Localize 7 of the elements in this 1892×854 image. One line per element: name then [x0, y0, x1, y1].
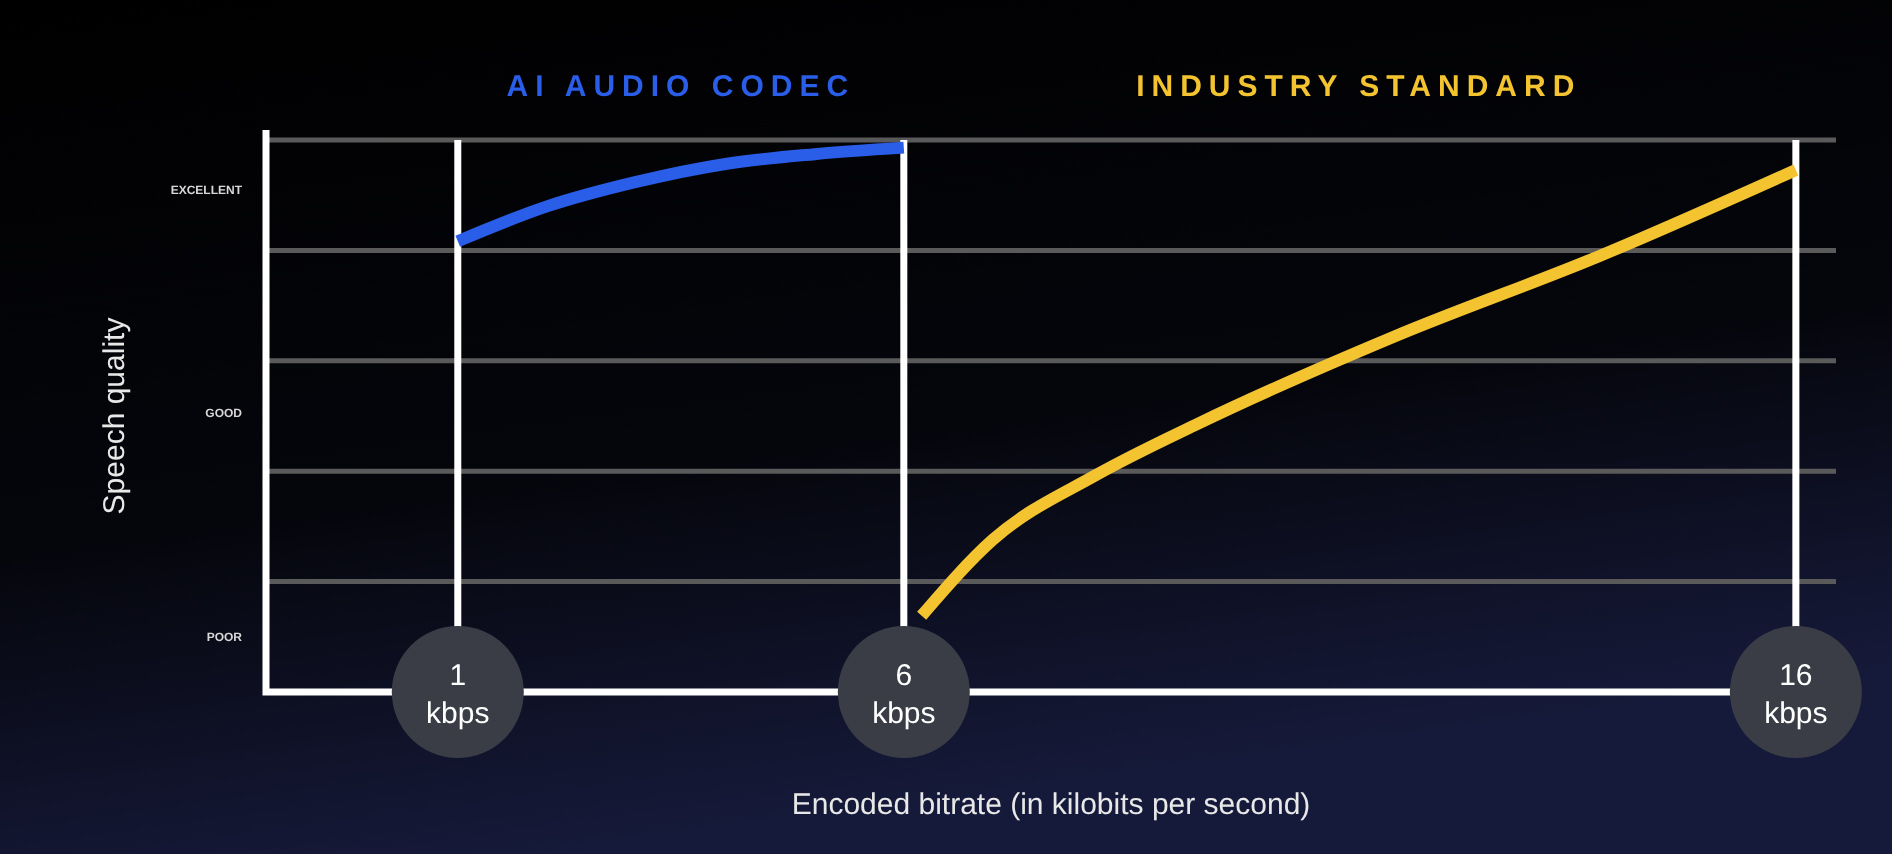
x-tick-label: 16 kbps	[1764, 658, 1828, 731]
text: INDUSTRY STANDARD	[1136, 70, 1582, 104]
x-tick-label: 1 kbps	[426, 658, 490, 731]
x-tick-label: 6 kbps	[872, 658, 936, 731]
y-axis-title: Speech quality	[98, 316, 132, 515]
series-label: AI AUDIO CODEC	[506, 70, 856, 104]
x-axis-title: Encoded bitrate (in kilobits per second)	[791, 788, 1311, 822]
